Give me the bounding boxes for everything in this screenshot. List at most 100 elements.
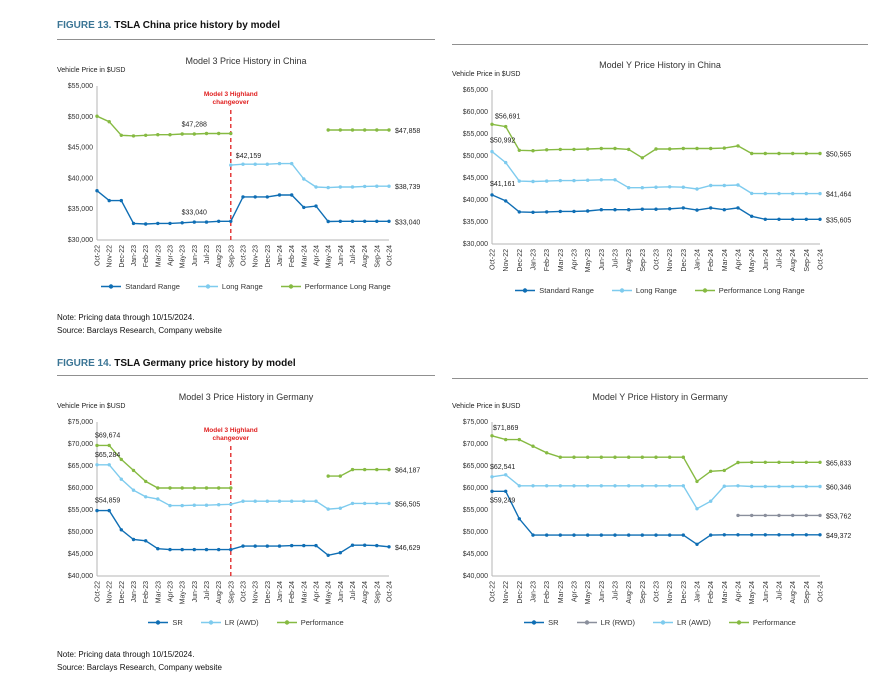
svg-text:Apr-24: Apr-24	[314, 581, 321, 602]
svg-text:$50,992: $50,992	[490, 138, 515, 145]
svg-text:Jun-23: Jun-23	[599, 249, 606, 271]
svg-text:Dec-22: Dec-22	[119, 581, 126, 604]
svg-text:$45,000: $45,000	[463, 175, 488, 182]
svg-text:Sep-24: Sep-24	[804, 249, 811, 272]
svg-text:$33,040: $33,040	[182, 209, 207, 216]
svg-text:Aug-23: Aug-23	[626, 249, 633, 272]
svg-text:$46,629: $46,629	[395, 545, 420, 552]
svg-text:Jul-23: Jul-23	[204, 581, 211, 600]
svg-text:Mar-24: Mar-24	[301, 245, 308, 267]
svg-text:Apr-24: Apr-24	[736, 581, 743, 602]
legend-item: Long Range	[611, 286, 677, 295]
svg-text:Jun-23: Jun-23	[192, 581, 199, 603]
svg-text:Sep-23: Sep-23	[228, 581, 235, 604]
svg-text:Sep-24: Sep-24	[804, 581, 811, 604]
svg-text:Sep-24: Sep-24	[374, 581, 381, 604]
svg-text:Jul-24: Jul-24	[350, 581, 357, 600]
note-text: Note: Pricing data through 10/15/2024.	[57, 313, 195, 322]
legend-item: Standard Range	[101, 282, 180, 291]
svg-text:$60,000: $60,000	[68, 485, 93, 492]
legend-marker-icon	[101, 284, 122, 289]
svg-text:$55,000: $55,000	[463, 507, 488, 514]
y-axis-unit-label: Vehicle Price in $USD	[452, 71, 521, 78]
legend-label: LR (AWD)	[677, 618, 711, 627]
svg-text:$40,000: $40,000	[68, 573, 93, 580]
svg-text:Jul-24: Jul-24	[777, 581, 784, 600]
figure-14-right-rule	[452, 378, 868, 379]
svg-text:May-23: May-23	[180, 581, 187, 604]
svg-text:Oct-24: Oct-24	[818, 249, 825, 270]
svg-text:Nov-22: Nov-22	[503, 581, 510, 604]
figure-14-title: TSLA Germany price history by model	[114, 358, 296, 369]
svg-text:Dec-23: Dec-23	[681, 249, 688, 272]
svg-text:$47,858: $47,858	[395, 128, 420, 135]
legend: SR LR (AWD) Performance	[57, 618, 435, 627]
legend-label: Performance	[300, 618, 344, 627]
legend-item: Performance	[728, 618, 796, 627]
svg-text:$75,000: $75,000	[463, 419, 488, 426]
svg-text:Feb-24: Feb-24	[289, 245, 296, 267]
svg-text:Apr-23: Apr-23	[168, 581, 175, 602]
svg-text:$65,284: $65,284	[95, 452, 120, 459]
svg-text:$35,000: $35,000	[463, 219, 488, 226]
svg-text:Jul-23: Jul-23	[204, 245, 211, 264]
svg-text:Aug-24: Aug-24	[362, 581, 369, 604]
svg-text:Aug-23: Aug-23	[626, 581, 633, 604]
svg-text:$70,000: $70,000	[68, 441, 93, 448]
svg-text:Dec-22: Dec-22	[517, 581, 524, 604]
svg-text:Mar-23: Mar-23	[558, 249, 565, 271]
svg-text:Feb-24: Feb-24	[708, 249, 715, 271]
chart-title: Model Y Price History in Germany	[592, 392, 728, 402]
legend-marker-icon	[576, 620, 597, 625]
legend-label: LR (AWD)	[224, 618, 259, 627]
svg-text:May-24: May-24	[326, 581, 333, 604]
svg-text:Oct-24: Oct-24	[818, 581, 825, 602]
legend-label: SR	[172, 618, 183, 627]
svg-text:$69,674: $69,674	[95, 432, 120, 439]
svg-text:Aug-23: Aug-23	[216, 245, 223, 268]
svg-text:Oct-22: Oct-22	[95, 245, 102, 266]
svg-text:Jun-24: Jun-24	[763, 249, 770, 271]
svg-text:$50,000: $50,000	[68, 529, 93, 536]
legend-label: Long Range	[635, 286, 677, 295]
svg-text:Jan-23: Jan-23	[131, 245, 138, 267]
svg-text:Mar-23: Mar-23	[155, 245, 162, 267]
svg-text:Nov-23: Nov-23	[667, 581, 674, 604]
legend-item: LR (RWD)	[576, 618, 635, 627]
source-text: Source: Barclays Research, Company websi…	[57, 663, 222, 672]
figure-14-left-rule	[57, 375, 435, 376]
legend: Standard Range Long Range Performance Long…	[57, 282, 435, 291]
svg-text:$35,000: $35,000	[68, 206, 93, 213]
svg-text:$40,000: $40,000	[463, 573, 488, 580]
svg-text:Oct-22: Oct-22	[95, 581, 102, 602]
svg-text:$49,372: $49,372	[826, 533, 851, 540]
figure-14-notes: Note: Pricing data through 10/15/2024. S…	[57, 648, 222, 674]
svg-text:Sep-23: Sep-23	[640, 249, 647, 272]
svg-text:$65,833: $65,833	[826, 460, 851, 467]
svg-text:$53,762: $53,762	[826, 513, 851, 520]
legend-item: LR (AWD)	[653, 618, 711, 627]
modely-china-plot: $30,000 $35,000 $40,000 $45,000 $50,000 $55,0…	[463, 87, 852, 272]
svg-text:Feb-23: Feb-23	[544, 581, 551, 603]
source-text: Source: Barclays Research, Company websi…	[57, 326, 222, 335]
svg-text:Feb-24: Feb-24	[708, 581, 715, 603]
svg-text:$47,288: $47,288	[182, 122, 207, 129]
legend-marker-icon	[200, 620, 221, 625]
svg-text:Jan-24: Jan-24	[695, 581, 702, 603]
svg-text:Nov-23: Nov-23	[253, 245, 260, 268]
svg-text:Oct-23: Oct-23	[241, 245, 248, 266]
svg-text:$65,000: $65,000	[68, 463, 93, 470]
legend-label: Long Range	[221, 282, 263, 291]
modely-germany-plot: $40,000 $45,000 $50,000 $55,000 $60,000 $65,0…	[463, 419, 852, 604]
svg-text:Model 3 Highland: Model 3 Highland	[204, 91, 258, 98]
svg-text:$50,565: $50,565	[826, 152, 851, 159]
legend-label: Performance	[752, 618, 796, 627]
chart-title: Model Y Price History in China	[599, 60, 721, 70]
chart-model3-germany: Model 3 Price History in Germany Vehicle…	[57, 382, 435, 634]
legend-item: Performance Long Range	[694, 286, 805, 295]
legend-marker-icon	[694, 288, 715, 293]
svg-text:$45,000: $45,000	[68, 551, 93, 558]
svg-text:$30,000: $30,000	[463, 241, 488, 248]
svg-text:Apr-23: Apr-23	[168, 245, 175, 266]
figure-13-title: TSLA China price history by model	[114, 20, 281, 31]
